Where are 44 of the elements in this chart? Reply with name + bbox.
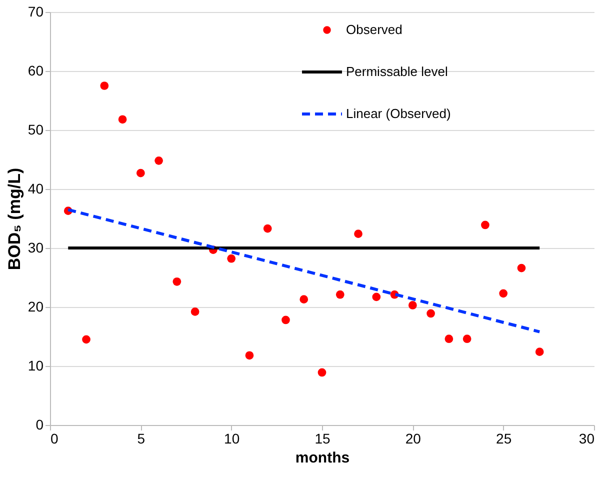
x-tick-label: 20 [405,430,422,446]
legend-label: Observed [346,22,402,37]
point [499,289,508,298]
point [336,290,344,299]
point [118,115,127,124]
point [100,82,109,90]
point [282,316,290,324]
point [82,335,90,344]
y-tick-label: 60 [28,62,44,78]
y-axis-title: BOD₅ (mg/L) [4,168,24,270]
point [318,368,326,377]
legend-label: Permissable level [346,64,448,79]
point [190,308,200,316]
point [136,168,145,178]
point [245,351,254,360]
point [172,277,182,286]
point [227,254,236,263]
point [300,295,308,304]
legend-label: Linear (Observed) [346,106,451,121]
x-tick-label: 10 [224,430,240,446]
point [517,264,526,272]
y-tick-label: 40 [28,180,44,196]
point [263,224,272,233]
x-tick-label: 15 [314,430,330,446]
y-tick-label: 20 [28,298,44,314]
point [408,301,417,310]
point [354,230,362,238]
point [372,292,381,302]
point [444,334,454,344]
point [426,309,435,318]
point [154,156,163,165]
y-tick-label: 30 [28,240,44,256]
point [462,334,472,344]
x-tick-label: 0 [50,430,58,446]
x-tick-label: 30 [578,430,595,446]
point [535,348,544,356]
point [481,220,490,230]
y-tick-label: 70 [28,4,44,20]
x-tick-label: 5 [137,430,146,446]
x-tick-label: 25 [496,430,512,446]
y-tick-label: 10 [28,358,44,374]
y-tick-label: 50 [28,122,44,138]
x-axis-title: months [295,450,350,466]
y-tick-label: 0 [36,416,44,432]
